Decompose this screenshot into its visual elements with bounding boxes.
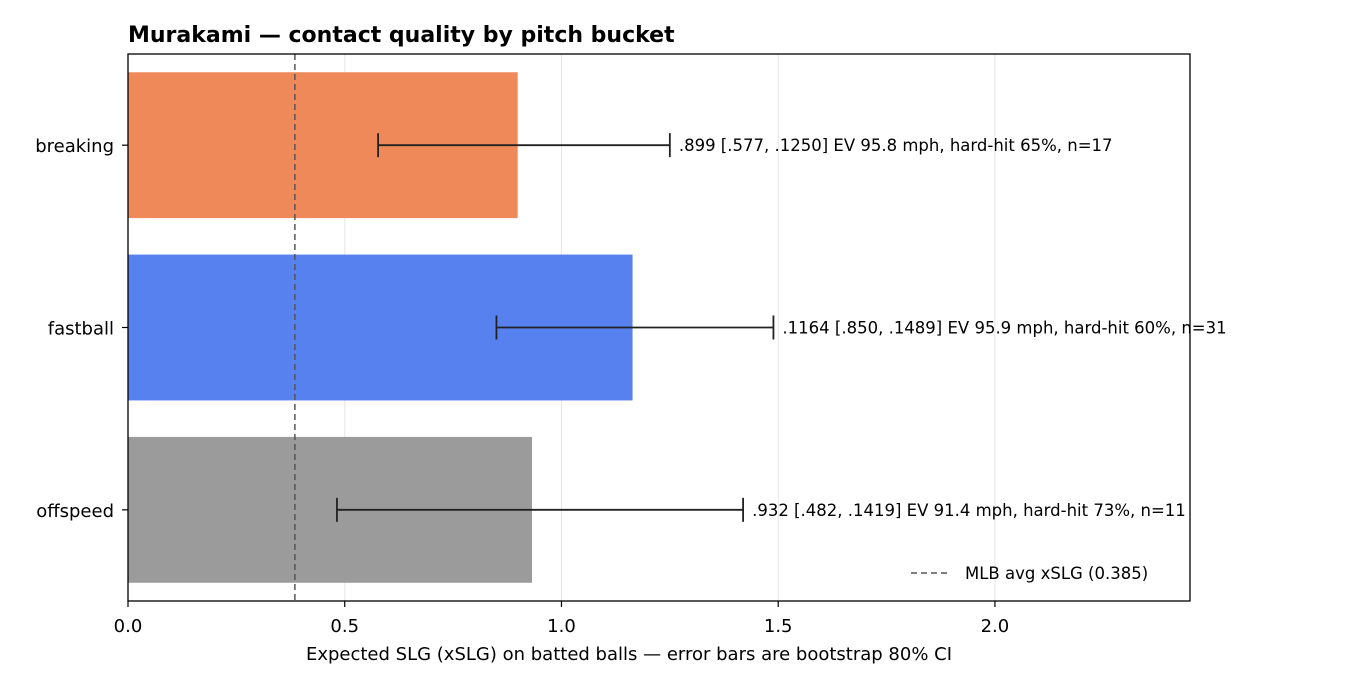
bar-annotation-breaking: .899 [.577, .1250] EV 95.8 mph, hard-hit… — [679, 136, 1113, 155]
bar-annotation-fastball: .1164 [.850, .1489] EV 95.9 mph, hard-hi… — [782, 319, 1226, 338]
x-tick-label: 0.5 — [330, 616, 359, 637]
y-axis-ticks: breaking fastball offspeed — [35, 136, 128, 522]
legend: MLB avg xSLG (0.385) — [911, 564, 1148, 583]
bar-annotations: .899 [.577, .1250] EV 95.8 mph, hard-hit… — [679, 136, 1227, 520]
y-tick-label-fastball: fastball — [48, 319, 114, 340]
chart-title: Murakami — contact quality by pitch buck… — [128, 23, 675, 48]
bar-annotation-offspeed: .932 [.482, .1419] EV 91.4 mph, hard-hit… — [752, 501, 1186, 520]
y-tick-label-breaking: breaking — [35, 136, 114, 157]
legend-entry: MLB avg xSLG (0.385) — [965, 564, 1148, 583]
x-tick-label: 1.5 — [764, 616, 793, 637]
x-axis-label: Expected SLG (xSLG) on batted balls — er… — [306, 644, 952, 665]
error-bars — [336, 133, 775, 522]
y-tick-label-offspeed: offspeed — [36, 501, 114, 522]
x-tick-label: 2.0 — [981, 616, 1010, 637]
x-axis-ticks: 0.0 0.5 1.0 1.5 2.0 — [114, 601, 1010, 637]
x-tick-label: 0.0 — [114, 616, 143, 637]
x-tick-label: 1.0 — [547, 616, 576, 637]
